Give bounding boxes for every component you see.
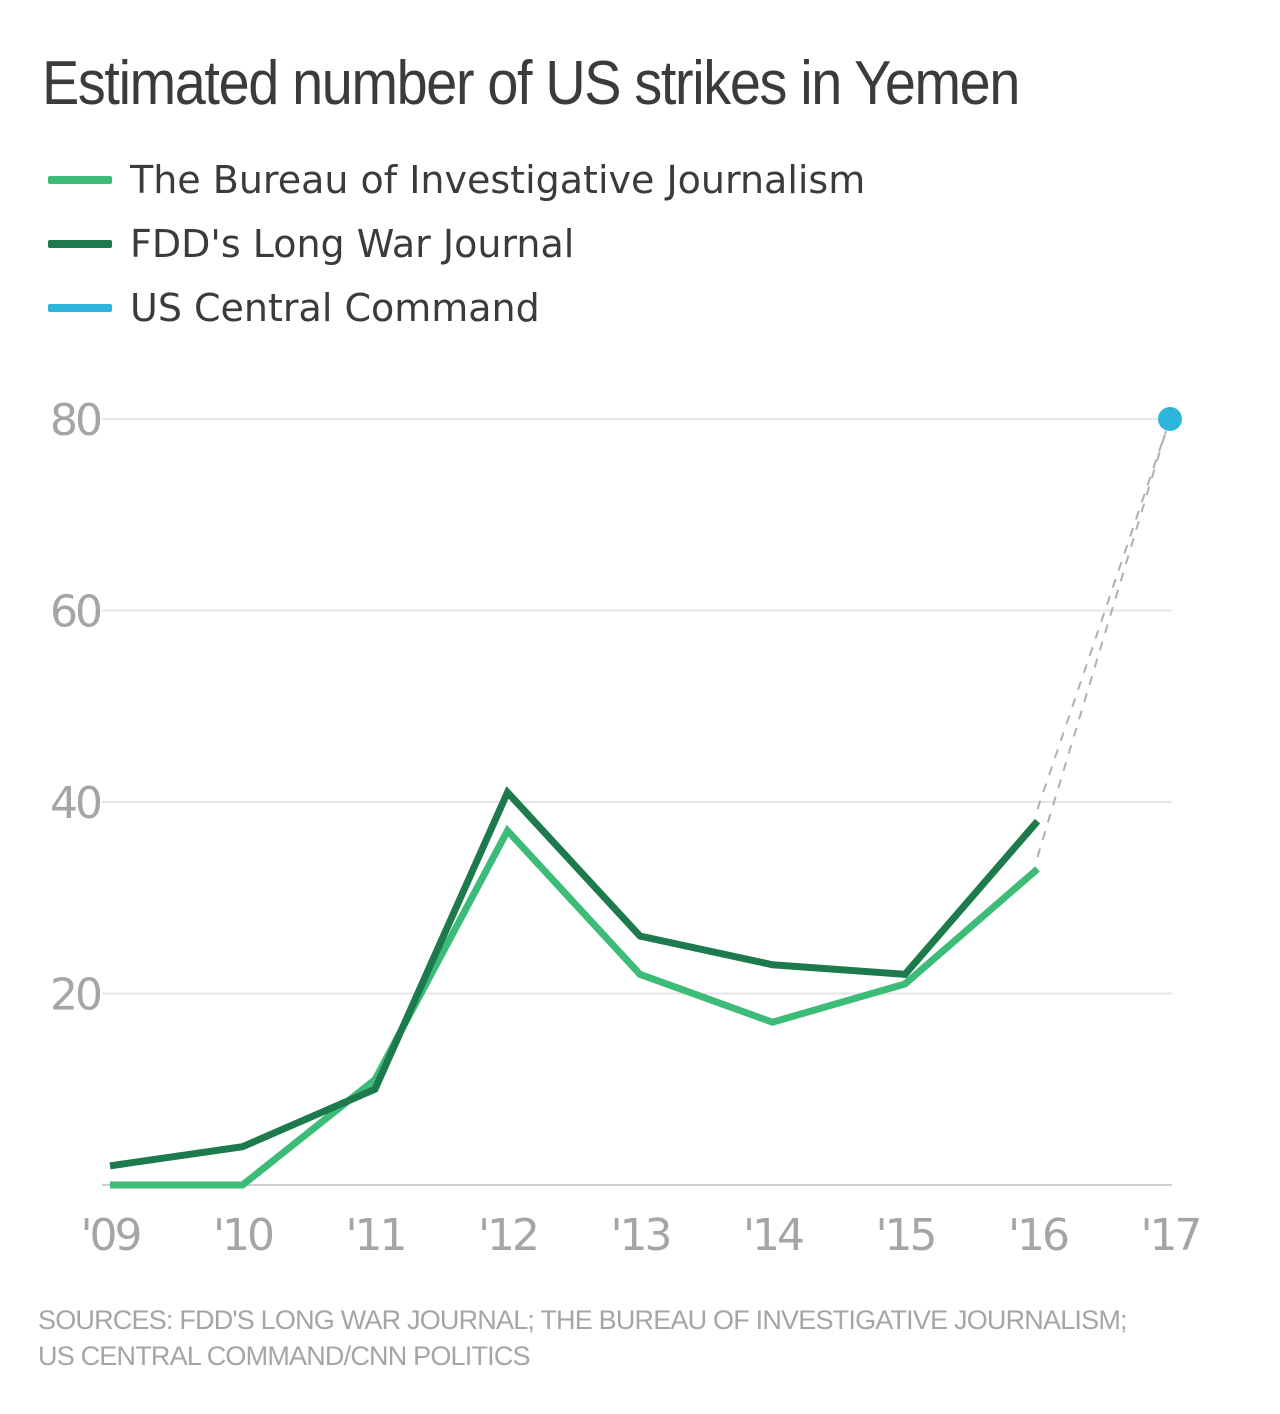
series-line-1 [109,786,1041,1170]
x-tick-label: '15 [875,1210,934,1261]
x-tick-label: '11 [345,1210,404,1261]
legend-swatch-fdd [48,240,112,248]
x-tick-label: '10 [213,1210,273,1261]
y-tick-label: 60 [50,587,101,638]
legend-label-bureau: The Bureau of Investigative Journalism [130,158,866,202]
legend-swatch-centcom [48,304,112,312]
legend-label-centcom: US Central Command [130,286,540,330]
series-layer [109,407,1182,1189]
y-tick-label: 40 [50,778,101,829]
label-layer: 20 40 60 80 '09 '10 '11 '12 '13 '14 '15 '16 '17 [50,395,1203,1261]
series-line-0 [110,824,1040,1189]
connector-layer [1036,430,1167,858]
legend-swatch-bureau [48,176,112,184]
sources-line-1: SOURCES: FDD'S LONG WAR JOURNAL; THE BUR… [38,1305,1128,1335]
legend-item-centcom: US Central Command [48,276,865,340]
series-point-2 [1158,407,1182,431]
legend: The Bureau of Investigative Journalism F… [48,148,865,340]
sources-line-2: US CENTRAL COMMAND/CNN POLITICS [38,1341,531,1371]
x-tick-label: '16 [1008,1210,1068,1261]
x-tick-label: '12 [478,1210,537,1261]
connector-line-0 [1036,430,1167,858]
connector-line-1 [1036,430,1167,810]
x-tick-label: '17 [1140,1210,1199,1261]
y-tick-label: 80 [50,395,101,446]
grid-layer [102,418,1172,1186]
legend-item-bureau: The Bureau of Investigative Journalism [48,148,865,212]
x-tick-label: '14 [743,1210,803,1261]
legend-label-fdd: FDD's Long War Journal [130,222,575,266]
chart-title: Estimated number of US strikes in Yemen [42,49,1020,118]
x-tick-label: '13 [610,1210,669,1261]
sources-note: SOURCES: FDD'S LONG WAR JOURNAL; THE BUR… [38,1302,1268,1374]
x-tick-label: '09 [80,1210,139,1261]
y-tick-label: 20 [50,970,101,1021]
legend-item-fdd: FDD's Long War Journal [48,212,865,276]
